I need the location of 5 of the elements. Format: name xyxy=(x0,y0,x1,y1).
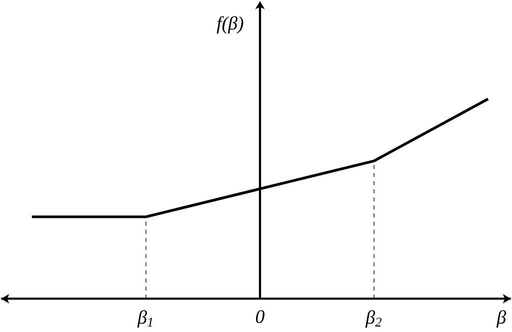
x-tick-label: 0 xyxy=(256,310,264,323)
x-axis-title: β xyxy=(496,310,506,328)
x-tick-label: β$_{1}$ xyxy=(137,310,152,328)
x-tick-label: β$_{2}$ xyxy=(365,310,382,328)
y-axis-title: f(β) xyxy=(216,16,244,34)
